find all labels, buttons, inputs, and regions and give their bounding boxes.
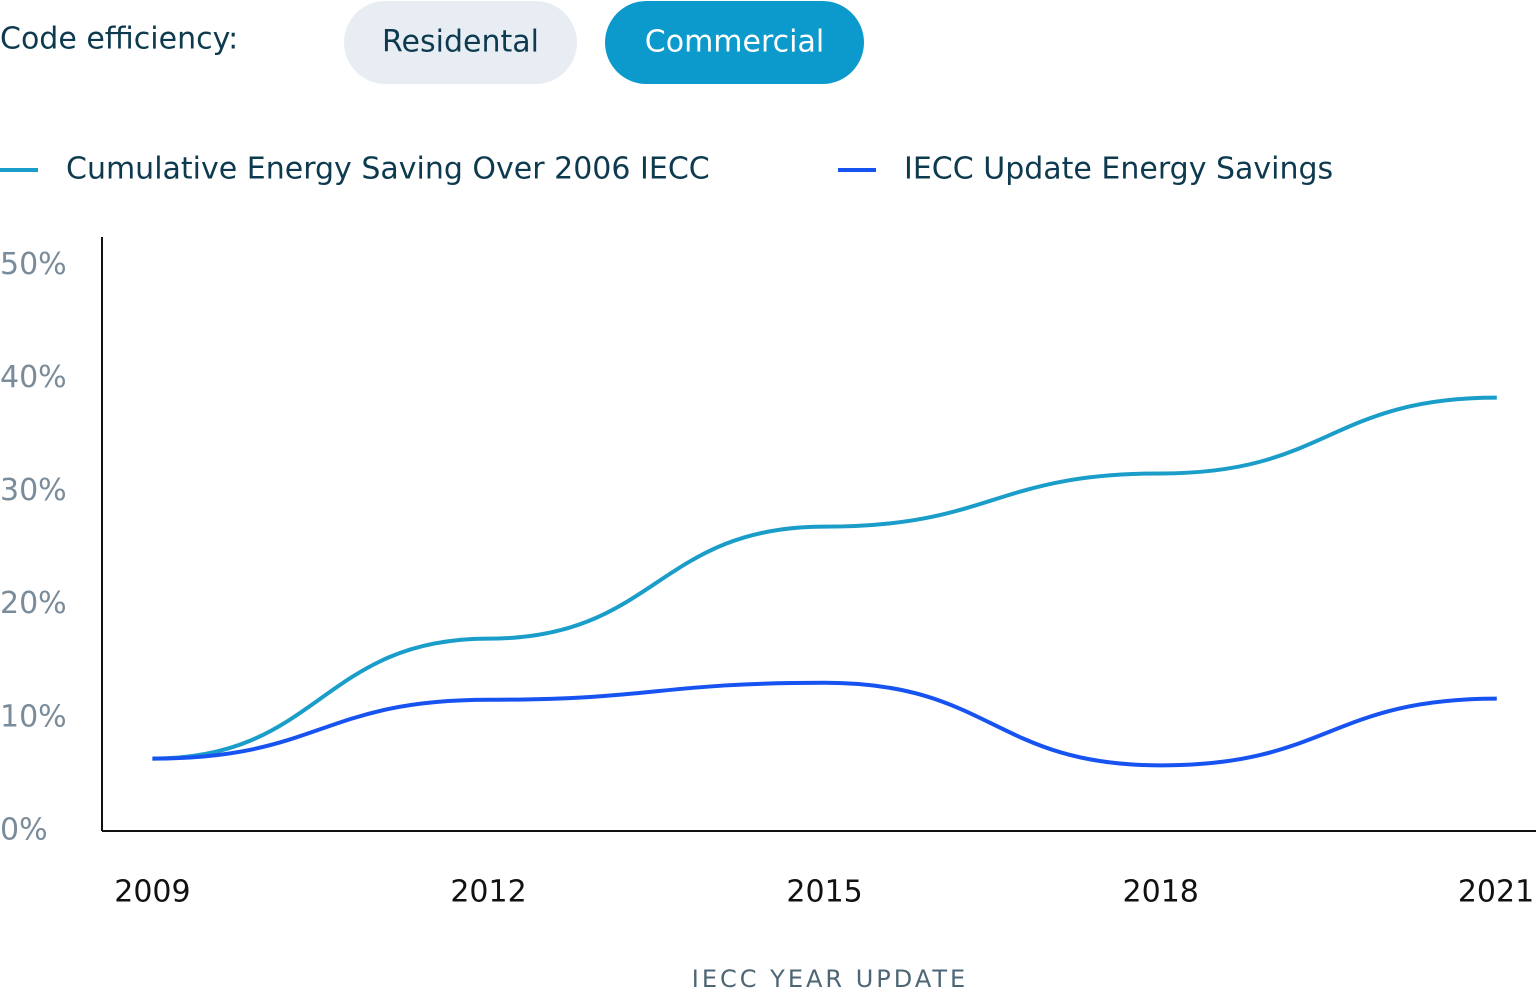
tab-button[interactable] (344, 1, 577, 84)
x-tick-label: 2018 (1123, 875, 1199, 910)
tab-label[interactable]: Residental (382, 25, 539, 60)
y-tick-label: 0% (0, 813, 48, 848)
y-tick-label: 10% (0, 699, 67, 734)
legend-label: Cumulative Energy Saving Over 2006 IECC (66, 152, 710, 187)
legend-label: IECC Update Energy Savings (904, 152, 1333, 187)
y-tick-label: 30% (0, 473, 67, 508)
x-tick-label: 2015 (786, 875, 862, 910)
x-tick-label: 2009 (114, 875, 190, 910)
tab-button[interactable] (605, 1, 864, 84)
legend: Cumulative Energy Saving Over 2006 IECC I… (0, 152, 1333, 187)
tab-label[interactable]: Commercial (645, 25, 824, 60)
line-series (152, 680, 1497, 768)
x-tick-label: 2021 (1458, 875, 1534, 910)
y-tick-label: 40% (0, 360, 67, 395)
tabs: Residental Commercial (344, 1, 864, 84)
y-tick-label: 20% (0, 586, 67, 621)
line-series (152, 395, 1497, 761)
x-axis-title: IECC YEAR UPDATE (692, 965, 968, 990)
filter-label: Code efficiency: (0, 22, 238, 57)
x-tick-label: 2012 (450, 875, 526, 910)
y-tick-label: 50% (0, 247, 67, 282)
